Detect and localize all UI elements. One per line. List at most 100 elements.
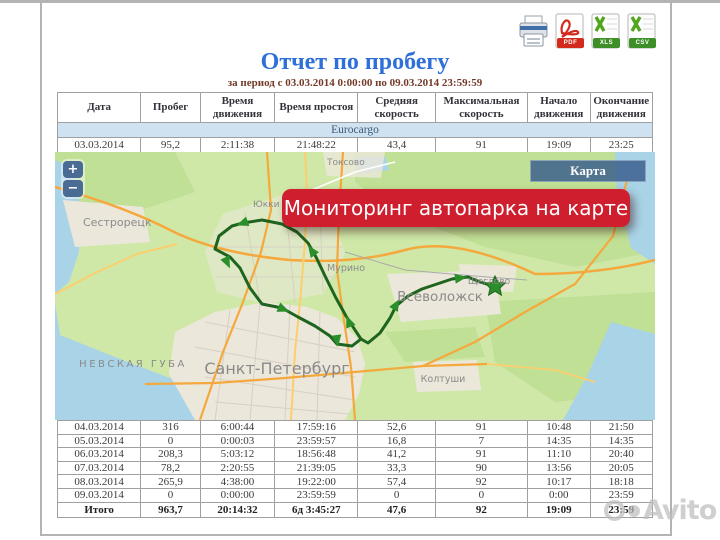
csv-label: CSV [629, 38, 656, 48]
cell-drive-time: 6:00:44 [199, 420, 276, 435]
label-spb: Санкт-Петербург [204, 359, 349, 378]
label-nevskaya-guba: НЕВСКАЯ ГУБА [79, 359, 187, 370]
cell-start: 13:56 [527, 460, 591, 476]
route-arrows [220, 216, 467, 347]
cell-avg-speed: 52,6 [357, 420, 436, 435]
cell-max-speed: 91 [434, 420, 529, 435]
col-header: Пробег [140, 92, 201, 123]
avito-logo-dot [628, 504, 640, 517]
pdf-label: PDF [557, 38, 584, 48]
cell-max-speed: 0 [434, 487, 529, 503]
vehicle-name: Eurocargo [57, 122, 653, 138]
cell-idle-time: 18:56:48 [274, 447, 359, 462]
zoom-in-button[interactable]: + [63, 161, 83, 178]
map-labels: Сестрорецк Юкки Токсово Мурино Всеволожс… [79, 158, 510, 385]
col-header: Время простоя [274, 92, 359, 123]
cell-drive-time: 0:00:03 [199, 433, 276, 449]
cell-idle-time: 19:22:00 [274, 474, 359, 489]
cell-end: 18:18 [589, 474, 653, 489]
table-header-row: Дата Пробег Время движения Время простоя… [56, 92, 653, 123]
monitoring-banner: Мониторинг автопарка на карте [282, 189, 630, 227]
cell-end: 23:25 [589, 137, 653, 153]
cell-idle-time: 21:39:05 [274, 460, 359, 476]
label-yukki: Юкки [253, 200, 280, 210]
cell-max-speed: 92 [434, 474, 529, 489]
mileage-table-bottom: 04.03.2014 316 6:00:44 17:59:16 52,6 91 10:48 2… [56, 420, 653, 518]
table-row: 05.03.2014 0 0:00:03 23:59:57 16,8 7 14:35 14:3… [56, 433, 653, 449]
cell-max-speed: 91 [434, 137, 529, 153]
label-scheglovo: Щеглово [468, 277, 511, 287]
cell-drive-time: 5:03:12 [199, 447, 276, 462]
col-header: Время движения [199, 92, 276, 123]
vehicle-route [213, 216, 507, 348]
label-toksovo: Токсово [326, 158, 365, 168]
cell-date: 06.03.2014 [56, 447, 142, 462]
vehicle-group-row: Eurocargo [57, 122, 653, 138]
cell-end: 20:05 [589, 460, 653, 476]
map-streets [194, 199, 356, 420]
route-end-star [483, 274, 507, 297]
cell-mileage: 95,2 [140, 137, 201, 153]
avito-logo-ring [604, 500, 625, 521]
cell-end: 14:35 [589, 433, 653, 449]
export-xls-icon[interactable]: XLS [590, 13, 621, 50]
cell-avg-speed: 43,4 [357, 137, 436, 153]
cell-start: 14:35 [527, 433, 591, 449]
cell-avg-speed: 57,4 [357, 474, 436, 489]
cell-max-speed: 7 [434, 433, 529, 449]
cell-date: 03.03.2014 [56, 137, 142, 153]
cell-date: 09.03.2014 [56, 487, 142, 503]
col-header: Дата [56, 92, 142, 123]
cell-mileage: 963,7 [140, 501, 201, 518]
cell-max-speed: 92 [434, 501, 529, 518]
table-row: 08.03.2014 265,9 4:38:00 19:22:00 57,4 92 10:1… [56, 474, 653, 489]
cell-start: 10:48 [527, 420, 591, 435]
label-koltushi: Колтуши [421, 374, 466, 385]
report-period: за период с 03.03.2014 0:00:00 по 09.03.… [227, 77, 483, 89]
cell-start: 11:10 [527, 447, 591, 462]
export-pdf-icon[interactable]: PDF [554, 13, 585, 50]
map-type-button[interactable]: Карта [530, 160, 646, 182]
label-murino: Мурино [327, 263, 365, 274]
table-row: 07.03.2014 78,2 2:20:55 21:39:05 33,3 90 13:56… [56, 460, 653, 476]
cell-idle-time: 23:59:57 [274, 433, 359, 449]
cell-idle-time: 23:59:59 [274, 487, 359, 503]
export-toolbar: PDF XLS CSV [518, 13, 657, 50]
cell-drive-time: 20:14:32 [199, 501, 276, 518]
cell-date: 08.03.2014 [56, 474, 142, 489]
table-row: 09.03.2014 0 0:00:00 23:59:59 0 0 0:00 23:59 [56, 487, 653, 503]
cell-avg-speed: 0 [357, 487, 436, 503]
cell-mileage: 208,3 [140, 447, 201, 462]
cell-idle-time: 6д 3:45:27 [274, 501, 359, 518]
cell-mileage: 316 [140, 420, 201, 435]
xls-label: XLS [593, 38, 620, 48]
cell-idle-time: 17:59:16 [274, 420, 359, 435]
avito-watermark: Avito [604, 495, 717, 526]
cell-total-label: Итого [56, 501, 142, 518]
cell-avg-speed: 47,6 [357, 501, 436, 518]
cell-mileage: 78,2 [140, 460, 201, 476]
col-header: Начало движения [527, 92, 591, 123]
col-header: Окончание движения [589, 92, 653, 123]
map-zoom-control: + − [61, 159, 85, 199]
window-top-border [0, 0, 720, 3]
avito-watermark-text: Avito [643, 495, 717, 526]
cell-mileage: 0 [140, 487, 201, 503]
cell-avg-speed: 16,8 [357, 433, 436, 449]
page-title: Отчет по пробегу [260, 49, 450, 75]
col-header: Максимальная скорость [434, 92, 529, 123]
cell-mileage: 265,9 [140, 474, 201, 489]
cell-start: 10:17 [527, 474, 591, 489]
cell-start: 0:00 [527, 487, 591, 503]
cell-idle-time: 21:48:22 [274, 137, 359, 153]
zoom-out-button[interactable]: − [63, 180, 83, 197]
cell-start: 19:09 [527, 137, 591, 153]
print-icon[interactable] [518, 13, 549, 50]
total-row: Итого 963,7 20:14:32 6д 3:45:27 47,6 92 19:09 2… [56, 501, 653, 518]
cell-drive-time: 2:11:38 [199, 137, 276, 153]
cell-drive-time: 0:00:00 [199, 487, 276, 503]
export-csv-icon[interactable]: CSV [626, 13, 657, 50]
cell-avg-speed: 41,2 [357, 447, 436, 462]
table-row: 03.03.2014 95,2 2:11:38 21:48:22 43,4 91… [56, 137, 653, 153]
cell-drive-time: 2:20:55 [199, 460, 276, 476]
